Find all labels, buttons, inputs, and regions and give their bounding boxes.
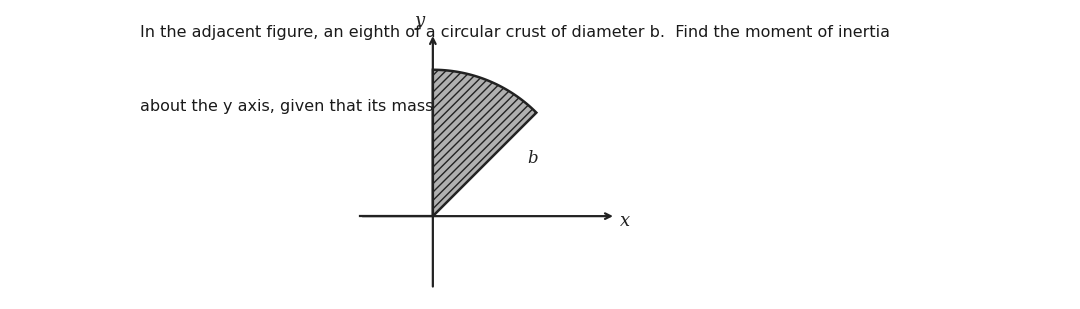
Text: In the adjacent figure, an eighth of a circular crust of diameter b.  Find the m: In the adjacent figure, an eighth of a c… <box>140 25 890 40</box>
Text: b: b <box>528 150 538 167</box>
Polygon shape <box>433 70 537 216</box>
Text: x: x <box>620 212 631 230</box>
Text: about the y axis, given that its mass is m: about the y axis, given that its mass is… <box>140 99 472 114</box>
Text: y: y <box>415 12 424 30</box>
